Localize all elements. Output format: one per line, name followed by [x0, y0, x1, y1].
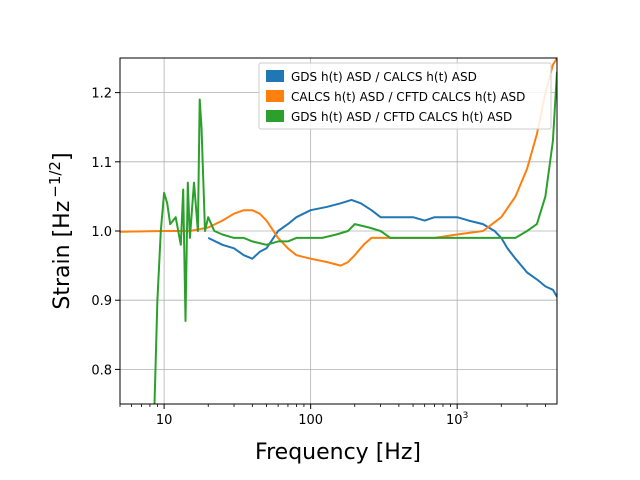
legend-label-1: GDS h(t) ASD / CALCS h(t) ASD: [291, 70, 477, 84]
y-axis-title-exp: −1/2: [46, 161, 64, 198]
x-tick-label: 100: [298, 413, 323, 428]
y-axis-title-main: Strain [Hz: [50, 201, 75, 310]
x-axis-title: Frequency [Hz]: [255, 440, 421, 465]
y-axis-title-close: ]: [50, 152, 75, 161]
x-tick-label: 103: [446, 411, 468, 428]
series-group: [120, 58, 557, 404]
series-line-2: [120, 58, 557, 267]
y-tick-label: 1.2: [91, 87, 112, 102]
x-tick-label-exp: 3: [463, 411, 469, 421]
legend-swatch-1: [266, 70, 284, 82]
series-line-3: [153, 71, 557, 404]
y-tick-label: 1.1: [91, 156, 112, 171]
y-tick-label: 0.9: [91, 294, 112, 309]
legend-label-3: GDS h(t) ASD / CFTD CALCS h(t) ASD: [291, 110, 512, 124]
y-tick-label: 1.0: [91, 225, 112, 240]
legend: GDS h(t) ASD / CALCS h(t) ASD CALCS h(t) …: [258, 62, 552, 130]
y-tick-label: 0.8: [91, 363, 112, 378]
x-tick-label: 10: [156, 413, 173, 428]
x-tick-label-base: 10: [446, 413, 463, 428]
series-line-1: [207, 198, 557, 298]
legend-swatch-3: [266, 110, 284, 122]
y-axis-title: Strain [Hz −1/2]: [46, 152, 75, 309]
legend-label-2: CALCS h(t) ASD / CFTD CALCS h(t) ASD: [291, 90, 525, 104]
legend-swatch-2: [266, 90, 284, 102]
legend-box: [258, 62, 552, 130]
